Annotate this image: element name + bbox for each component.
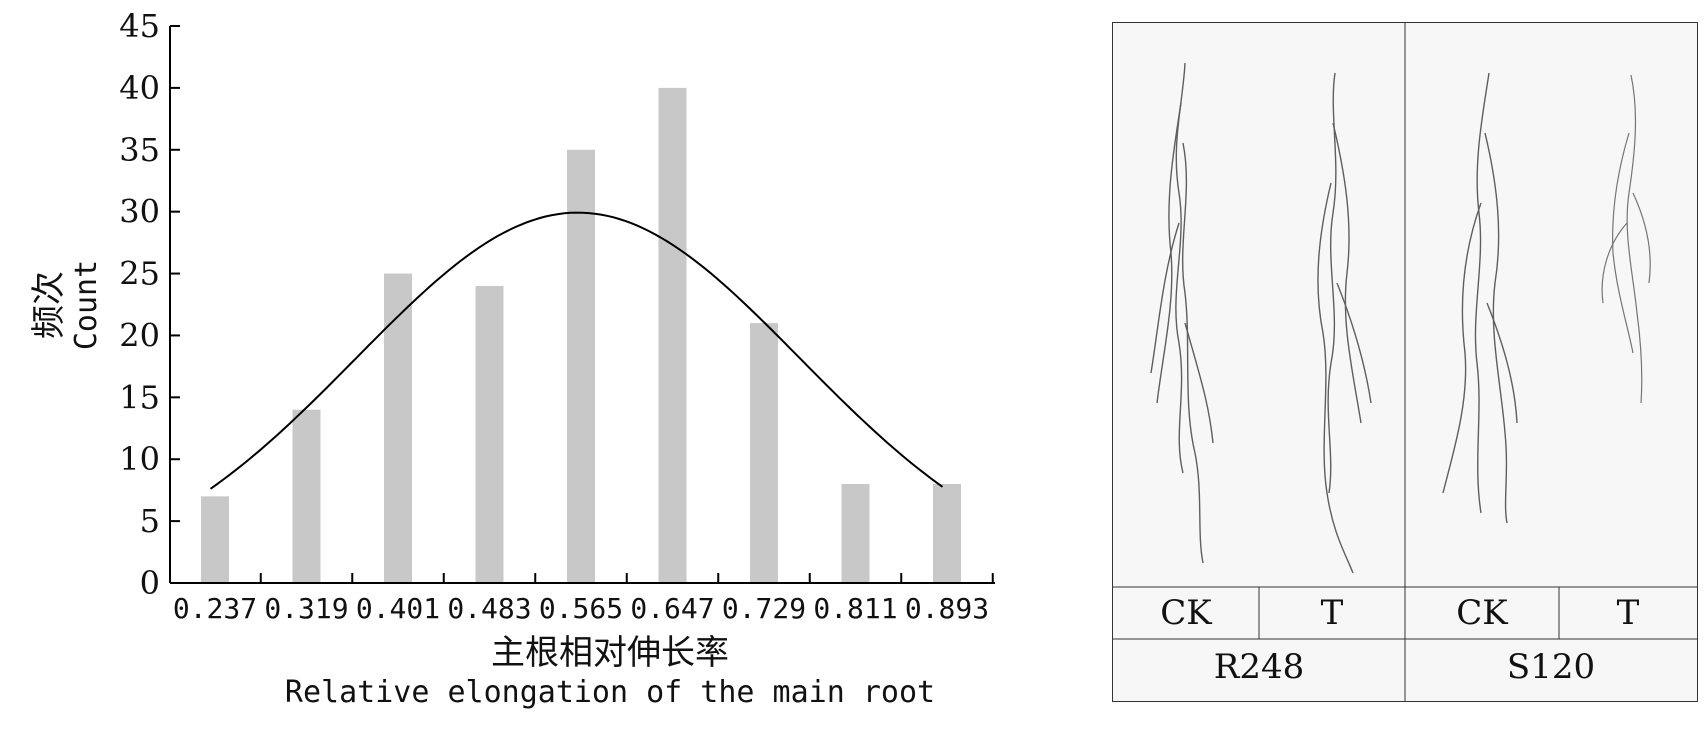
y-tick-label: 10 <box>119 440 160 478</box>
root-sample-s120-ck <box>1442 72 1518 524</box>
normal-fit-curve <box>209 211 944 490</box>
y-tick-label: 40 <box>119 69 160 107</box>
bar-0.893 <box>933 483 961 583</box>
x-tick-label: 0.319 <box>264 592 348 625</box>
y-axis-title-en: Count <box>69 260 104 350</box>
x-axis-title-cn: 主根相对伸长率 <box>491 633 729 673</box>
variety-label-s120: S120 <box>1506 647 1596 687</box>
bar-0.811 <box>841 483 870 583</box>
root-sample-s120-t <box>1601 74 1651 404</box>
bar-0.565 <box>567 149 595 583</box>
bar-0.319 <box>292 409 321 583</box>
y-tick-label: 5 <box>140 502 160 540</box>
x-tick-label: 0.729 <box>722 592 806 625</box>
bar-0.237 <box>201 496 229 583</box>
y-tick-label: 35 <box>119 131 160 169</box>
root-photo-image <box>1113 23 1697 701</box>
root-sample-r248-ck <box>1150 62 1214 564</box>
x-tick-label: 0.237 <box>173 592 257 625</box>
x-tick-label: 0.483 <box>447 592 531 625</box>
bar-0.401 <box>384 273 412 583</box>
x-axis-title-en: Relative elongation of the main root <box>285 675 935 710</box>
y-tick-label: 20 <box>119 316 160 354</box>
treatment-label-r248-t: T <box>1320 593 1344 633</box>
bar-0.729 <box>750 323 778 583</box>
treatment-label-s120-t: T <box>1616 593 1640 633</box>
bar-0.483 <box>475 285 504 583</box>
x-ticks-group: 0.237 0.319 0.401 0.483 0.565 0.647 0.729 0.811… <box>173 573 994 625</box>
y-tick-label: 45 <box>119 7 160 45</box>
y-axis-title-cn: 频次 <box>29 271 69 339</box>
x-tick-label: 0.893 <box>905 592 989 625</box>
bar-0.647 <box>658 87 687 583</box>
y-tick-label: 25 <box>119 255 160 293</box>
root-sample-r248-t <box>1317 72 1372 574</box>
root-photo-panel: CK T CK T R248 S120 <box>1112 22 1698 702</box>
x-tick-label: 0.565 <box>539 592 623 625</box>
y-tick-label: 0 <box>140 564 160 602</box>
treatment-label-r248-ck: CK <box>1160 593 1212 633</box>
bars-group <box>201 87 961 583</box>
x-tick-label: 0.647 <box>630 592 714 625</box>
y-ticks-group: 0 5 10 15 20 25 30 35 40 45 <box>119 7 180 602</box>
x-tick-label: 0.401 <box>356 592 440 625</box>
y-tick-label: 15 <box>119 378 160 416</box>
variety-label-r248: R248 <box>1213 647 1305 687</box>
y-tick-label: 30 <box>119 193 160 231</box>
treatment-label-s120-ck: CK <box>1456 593 1508 633</box>
x-tick-label: 0.811 <box>813 592 897 625</box>
